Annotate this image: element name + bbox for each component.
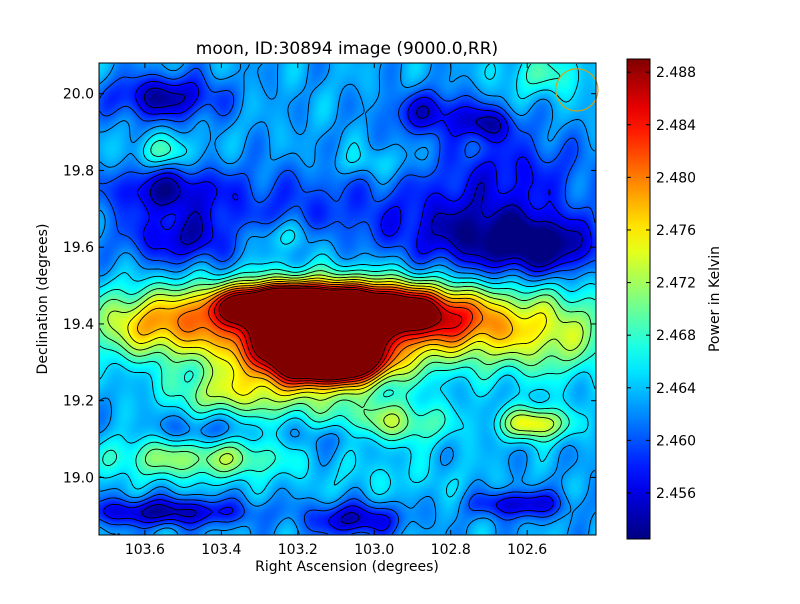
x-axis-ticks: 103.6 103.4 103.2 103.0 102.8 102.6 [125, 63, 547, 558]
y-tick-label: 19.8 [63, 163, 94, 179]
contour-line-13 [218, 287, 442, 381]
contour-line-12 [214, 285, 463, 383]
contour-line-7 [107, 274, 584, 465]
y-tick-label: 20.0 [63, 87, 94, 103]
y-tick-label: 19.0 [63, 470, 94, 486]
colorbar-bar [626, 58, 651, 540]
contour-line-2 [99, 67, 596, 535]
contour-line-6 [99, 270, 592, 473]
contour-line-5 [99, 63, 596, 479]
colorbar: 2.456 2.460 2.464 2.468 2.472 2.476 2.480 2.484… [626, 58, 723, 540]
y-axis-ticks: 19.0 19.2 19.4 19.6 19.8 20.0 [63, 87, 596, 486]
contour-line-0 [141, 87, 583, 524]
colorbar-tick-label: 2.476 [656, 223, 696, 239]
colorbar-ticks: 2.456 2.460 2.464 2.468 2.472 2.476 2.480 2.484… [627, 65, 696, 502]
colorbar-tick-label: 2.456 [656, 486, 696, 502]
x-tick-label: 103.2 [278, 542, 318, 558]
heatmap-image [99, 63, 596, 535]
contour-line-4 [99, 63, 596, 498]
contour-line-11 [208, 284, 473, 385]
plot-frame [98, 62, 597, 536]
contour-line-1 [103, 80, 592, 531]
contour-line-8 [127, 277, 547, 397]
contour-line-3 [99, 63, 596, 535]
y-tick-label: 19.2 [63, 394, 94, 410]
x-tick-label: 103.6 [125, 542, 165, 558]
y-tick-label: 19.6 [63, 240, 94, 256]
x-tick-label: 102.6 [507, 542, 547, 558]
colorbar-tick-label: 2.484 [656, 118, 696, 134]
colorbar-tick-label: 2.468 [656, 328, 696, 344]
x-axis-label: Right Ascension (degrees) [255, 559, 439, 575]
chart-title: moon, ID:30894 image (9000.0,RR) [196, 39, 498, 59]
y-axis-label: Declination (degrees) [35, 224, 51, 375]
x-tick-label: 102.8 [431, 542, 471, 558]
heatmap-plot-area [98, 62, 599, 536]
beam-marker [555, 68, 599, 112]
x-tick-label: 103.4 [201, 542, 241, 558]
colorbar-tick-label: 2.464 [656, 381, 696, 397]
x-tick-label: 103.0 [354, 542, 394, 558]
colorbar-tick-label: 2.460 [656, 433, 696, 449]
colorbar-tick-label: 2.480 [656, 170, 696, 186]
contour-line-10 [177, 282, 484, 388]
colorbar-label: Power in Kelvin [707, 246, 723, 352]
contour-line-9 [137, 280, 513, 392]
colorbar-tick-label: 2.488 [656, 65, 696, 81]
colorbar-tick-label: 2.472 [656, 276, 696, 292]
contour-lines [99, 63, 596, 535]
y-tick-label: 19.4 [63, 317, 94, 333]
